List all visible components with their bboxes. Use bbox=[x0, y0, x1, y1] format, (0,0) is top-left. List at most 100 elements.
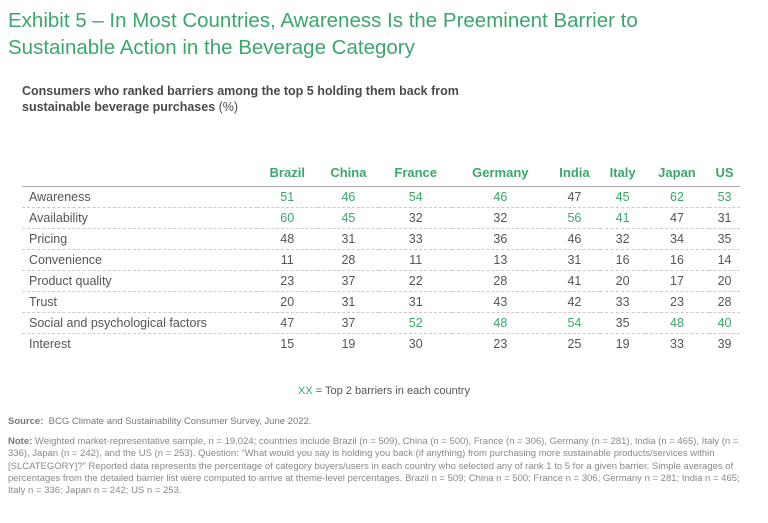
cell-value: 20 bbox=[709, 270, 740, 292]
cell-value: 20 bbox=[600, 270, 645, 292]
cell-value: 60 bbox=[257, 207, 318, 229]
cell-value: 33 bbox=[600, 291, 645, 313]
table-row: Convenience 11 28 11 13 31 16 16 14 bbox=[22, 249, 740, 271]
legend-text: = Top 2 barriers in each country bbox=[312, 385, 470, 397]
cell-value: 28 bbox=[709, 291, 740, 313]
source-label: Source: bbox=[8, 416, 44, 427]
cell-value: 31 bbox=[317, 228, 380, 250]
row-label: Availability bbox=[22, 207, 257, 229]
cell-value: 40 bbox=[709, 312, 740, 334]
cell-value: 54 bbox=[548, 312, 601, 334]
barrier-table: Brazil China France Germany India Italy Japan U… bbox=[22, 158, 740, 354]
cell-value: 23 bbox=[257, 270, 318, 292]
cell-value: 43 bbox=[452, 291, 549, 313]
table-row: Pricing 48 31 33 36 46 32 34 35 bbox=[22, 228, 740, 250]
cell-value: 23 bbox=[493, 337, 508, 351]
cell-value: 34 bbox=[644, 228, 710, 250]
column-header-france: France bbox=[379, 158, 453, 187]
row-label: Social and psychological factors bbox=[22, 312, 257, 334]
cell-value: 14 bbox=[709, 249, 740, 271]
cell-value: 42 bbox=[548, 291, 601, 313]
cell-value: 32 bbox=[452, 207, 549, 229]
cell-value: 45 bbox=[317, 207, 380, 229]
cell-value: 28 bbox=[452, 270, 549, 292]
cell-value: 37 bbox=[317, 270, 380, 292]
column-header-italy: Italy bbox=[600, 158, 645, 187]
column-header-india: India bbox=[548, 158, 601, 187]
row-label: Awareness bbox=[22, 186, 257, 208]
cell-value: 16 bbox=[600, 249, 645, 271]
cell-value: 22 bbox=[379, 270, 453, 292]
cell-value: 33 bbox=[379, 228, 453, 250]
cell-value: 11 bbox=[379, 249, 453, 271]
cell-value: 35 bbox=[709, 228, 740, 250]
cell-value: 62 bbox=[644, 186, 710, 208]
note: Note: Weighted market-representative sam… bbox=[8, 436, 758, 497]
row-label: Trust bbox=[22, 291, 257, 313]
row-label: Interest bbox=[29, 337, 71, 351]
cell-value: 46 bbox=[452, 186, 549, 208]
cell-value: 37 bbox=[317, 312, 380, 334]
cell-value: 31 bbox=[317, 291, 380, 313]
cell-value: 33 bbox=[670, 337, 684, 351]
cell-value: 47 bbox=[548, 186, 601, 208]
subtitle-unit: (%) bbox=[218, 100, 239, 114]
cell-value: 45 bbox=[600, 186, 645, 208]
cell-value: 51 bbox=[257, 186, 318, 208]
column-header-brazil: Brazil bbox=[257, 158, 318, 187]
cell-value: 31 bbox=[548, 249, 601, 271]
table-row: Social and psychological factors 47 37 52 48… bbox=[22, 312, 740, 334]
table-row: Product quality 23 37 22 28 41 20 17 20 bbox=[22, 270, 740, 292]
column-header-germany: Germany bbox=[452, 158, 549, 187]
legend: XX = Top 2 barriers in each country bbox=[0, 385, 768, 397]
column-header-japan: Japan bbox=[644, 158, 710, 187]
cell-value: 48 bbox=[644, 312, 710, 334]
cell-value: 54 bbox=[379, 186, 453, 208]
cell-value: 11 bbox=[257, 249, 318, 271]
table-row: Availability 60 45 32 32 56 41 47 31 bbox=[22, 207, 740, 229]
table-row: Awareness 51 46 54 46 47 45 62 53 bbox=[22, 186, 740, 208]
cell-value: 36 bbox=[452, 228, 549, 250]
header-row: Brazil China France Germany India Italy Japan U… bbox=[22, 158, 740, 187]
cell-value: 31 bbox=[379, 291, 453, 313]
column-header-us: US bbox=[709, 158, 740, 187]
cell-value: 16 bbox=[644, 249, 710, 271]
table-row: Interest 15 19 30 23 25 19 33 39 bbox=[22, 334, 740, 355]
cell-value: 19 bbox=[615, 337, 630, 351]
cell-value: 35 bbox=[600, 312, 645, 334]
header-blank bbox=[22, 158, 257, 187]
cell-value: 20 bbox=[257, 291, 318, 313]
table-subtitle: Consumers who ranked barriers among the … bbox=[22, 83, 462, 115]
cell-value: 52 bbox=[379, 312, 453, 334]
cell-value: 19 bbox=[341, 337, 356, 351]
cell-value: 23 bbox=[644, 291, 710, 313]
cell-value: 30 bbox=[408, 337, 423, 351]
cell-value: 31 bbox=[709, 207, 740, 229]
cell-value: 32 bbox=[600, 228, 645, 250]
table-row: Trust 20 31 31 43 42 33 23 28 bbox=[22, 291, 740, 313]
source-text: BCG Climate and Sustainability Consumer … bbox=[48, 416, 312, 427]
cell-value: 41 bbox=[600, 207, 645, 229]
cell-value: 47 bbox=[644, 207, 710, 229]
cell-value: 13 bbox=[452, 249, 549, 271]
cell-value: 46 bbox=[317, 186, 380, 208]
cell-value: 25 bbox=[567, 337, 582, 351]
column-header-china: China bbox=[317, 158, 380, 187]
row-label: Product quality bbox=[22, 270, 257, 292]
note-text: Weighted market-representative sample, n… bbox=[8, 436, 740, 497]
cell-value: 48 bbox=[257, 228, 318, 250]
cell-value: 56 bbox=[548, 207, 601, 229]
note-label: Note: bbox=[8, 436, 33, 447]
subtitle-text: Consumers who ranked barriers among the … bbox=[22, 84, 459, 114]
row-label: Convenience bbox=[22, 249, 257, 271]
cell-value: 41 bbox=[548, 270, 601, 292]
source: Source: BCG Climate and Sustainability C… bbox=[8, 416, 311, 427]
cell-value: 47 bbox=[257, 312, 318, 334]
cell-value: 32 bbox=[379, 207, 453, 229]
cell-value: 15 bbox=[280, 337, 295, 351]
cell-value: 28 bbox=[317, 249, 380, 271]
cell-value: 17 bbox=[644, 270, 710, 292]
row-label: Pricing bbox=[22, 228, 257, 250]
cell-value: 53 bbox=[709, 186, 740, 208]
cell-value: 46 bbox=[548, 228, 601, 250]
